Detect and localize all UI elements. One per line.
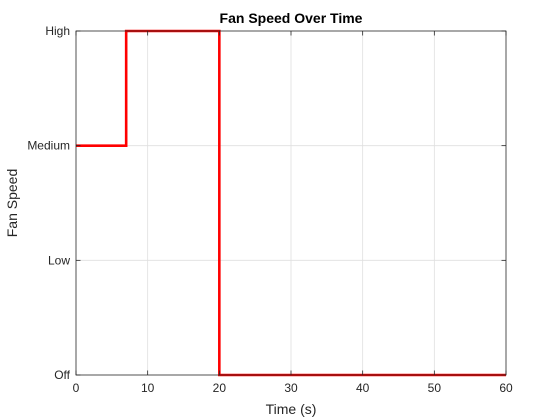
y-tick-labels: Off Low Medium High xyxy=(27,24,70,382)
x-tick-label: 30 xyxy=(284,381,298,395)
x-tick-label: 10 xyxy=(141,381,155,395)
y-tick-label: High xyxy=(45,24,70,38)
x-axis-label: Time (s) xyxy=(266,401,317,417)
x-tick-label: 40 xyxy=(356,381,370,395)
plot-area xyxy=(75,29,507,377)
y-tick-label: Off xyxy=(54,368,70,382)
x-tick-label: 50 xyxy=(428,381,442,395)
y-tick-label: Medium xyxy=(27,139,70,153)
y-tick-label: Low xyxy=(48,253,70,267)
y-axis-label: Fan Speed xyxy=(4,169,20,238)
grid-lines xyxy=(76,31,506,375)
tick-marks xyxy=(75,30,507,376)
x-tick-label: 0 xyxy=(73,381,80,395)
chart-title: Fan Speed Over Time xyxy=(220,10,363,26)
x-tick-label: 20 xyxy=(213,381,227,395)
x-tick-label: 60 xyxy=(499,381,513,395)
x-tick-labels: 0 10 20 30 40 50 60 xyxy=(73,381,513,395)
